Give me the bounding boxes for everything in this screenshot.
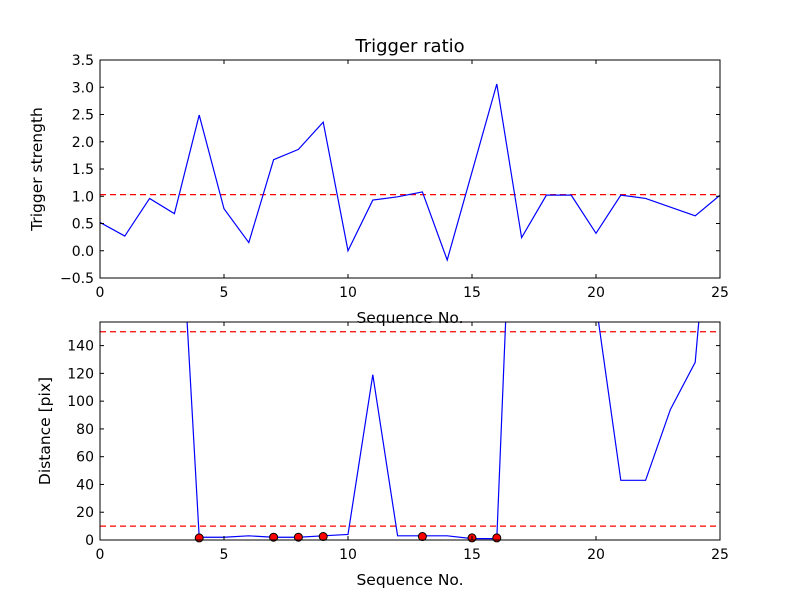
x-tick-label: 0	[96, 285, 105, 301]
top-axes-frame	[99, 59, 721, 279]
top-subplot: Trigger ratio 0 5 10 15 20 25 −0.5 0.0 0.5 1.0 1.…	[28, 36, 729, 327]
data-point-marker	[269, 532, 279, 542]
bottom-y-axis-label: Distance [pix]	[36, 377, 54, 485]
data-point-marker	[492, 533, 502, 543]
bottom-subplot: 0 5 10 15 20 25 0 20 40 60 80 100 120 140 Sequence N…	[36, 321, 729, 589]
y-tick-label: 0	[85, 533, 94, 549]
data-point-marker	[417, 532, 427, 542]
data-point-marker	[293, 532, 303, 542]
top-x-axis-label: Sequence No.	[356, 309, 463, 327]
y-tick-label: 140	[67, 339, 94, 355]
y-tick-label: 60	[76, 450, 94, 466]
y-tick-label: 2.0	[72, 135, 94, 151]
series-line	[100, 83, 720, 262]
bottom-x-ticks: 0 5 10 15 20 25	[96, 322, 729, 563]
y-tick-label: 2.5	[72, 108, 94, 124]
x-tick-label: 5	[220, 285, 229, 301]
y-tick-label: 0.5	[72, 217, 94, 233]
x-tick-label: 20	[587, 285, 605, 301]
bottom-y-ticks: 0 20 40 60 80 100 120 140	[67, 339, 720, 549]
y-tick-label: 3.5	[72, 53, 94, 69]
x-tick-label: 20	[587, 547, 605, 563]
y-tick-label: 20	[76, 505, 94, 521]
data-point-marker	[194, 533, 204, 543]
y-tick-label: 80	[76, 422, 94, 438]
data-point-marker	[318, 532, 328, 542]
x-tick-label: 15	[463, 285, 481, 301]
top-y-axis-label: Trigger strength	[28, 107, 46, 232]
x-tick-label: 5	[220, 547, 229, 563]
x-tick-label: 25	[711, 285, 729, 301]
top-plot-area	[100, 83, 720, 262]
x-tick-label: 0	[96, 547, 105, 563]
bottom-plot-area	[100, 322, 720, 540]
top-y-ticks: −0.5 0.0 0.5 1.0 1.5 2.0 2.5 3.0 3.5	[60, 53, 720, 287]
y-tick-label: −0.5	[60, 271, 94, 287]
y-tick-label: 1.5	[72, 162, 94, 178]
top-x-ticks: 0 5 10 15 20 25	[96, 60, 729, 301]
y-tick-label: 1.0	[72, 189, 94, 205]
y-tick-label: 40	[76, 477, 94, 493]
x-tick-label: 10	[339, 285, 357, 301]
bottom-x-axis-label: Sequence No.	[356, 571, 463, 589]
top-chart-title: Trigger ratio	[354, 36, 464, 57]
y-tick-label: 3.0	[72, 80, 94, 96]
bottom-axes-frame	[99, 321, 721, 541]
y-tick-label: 0.0	[72, 244, 94, 260]
series-line	[186, 322, 700, 540]
x-tick-label: 10	[339, 547, 357, 563]
y-tick-label: 120	[67, 366, 94, 382]
x-tick-label: 25	[711, 547, 729, 563]
y-tick-label: 100	[67, 394, 94, 410]
x-tick-label: 15	[463, 547, 481, 563]
